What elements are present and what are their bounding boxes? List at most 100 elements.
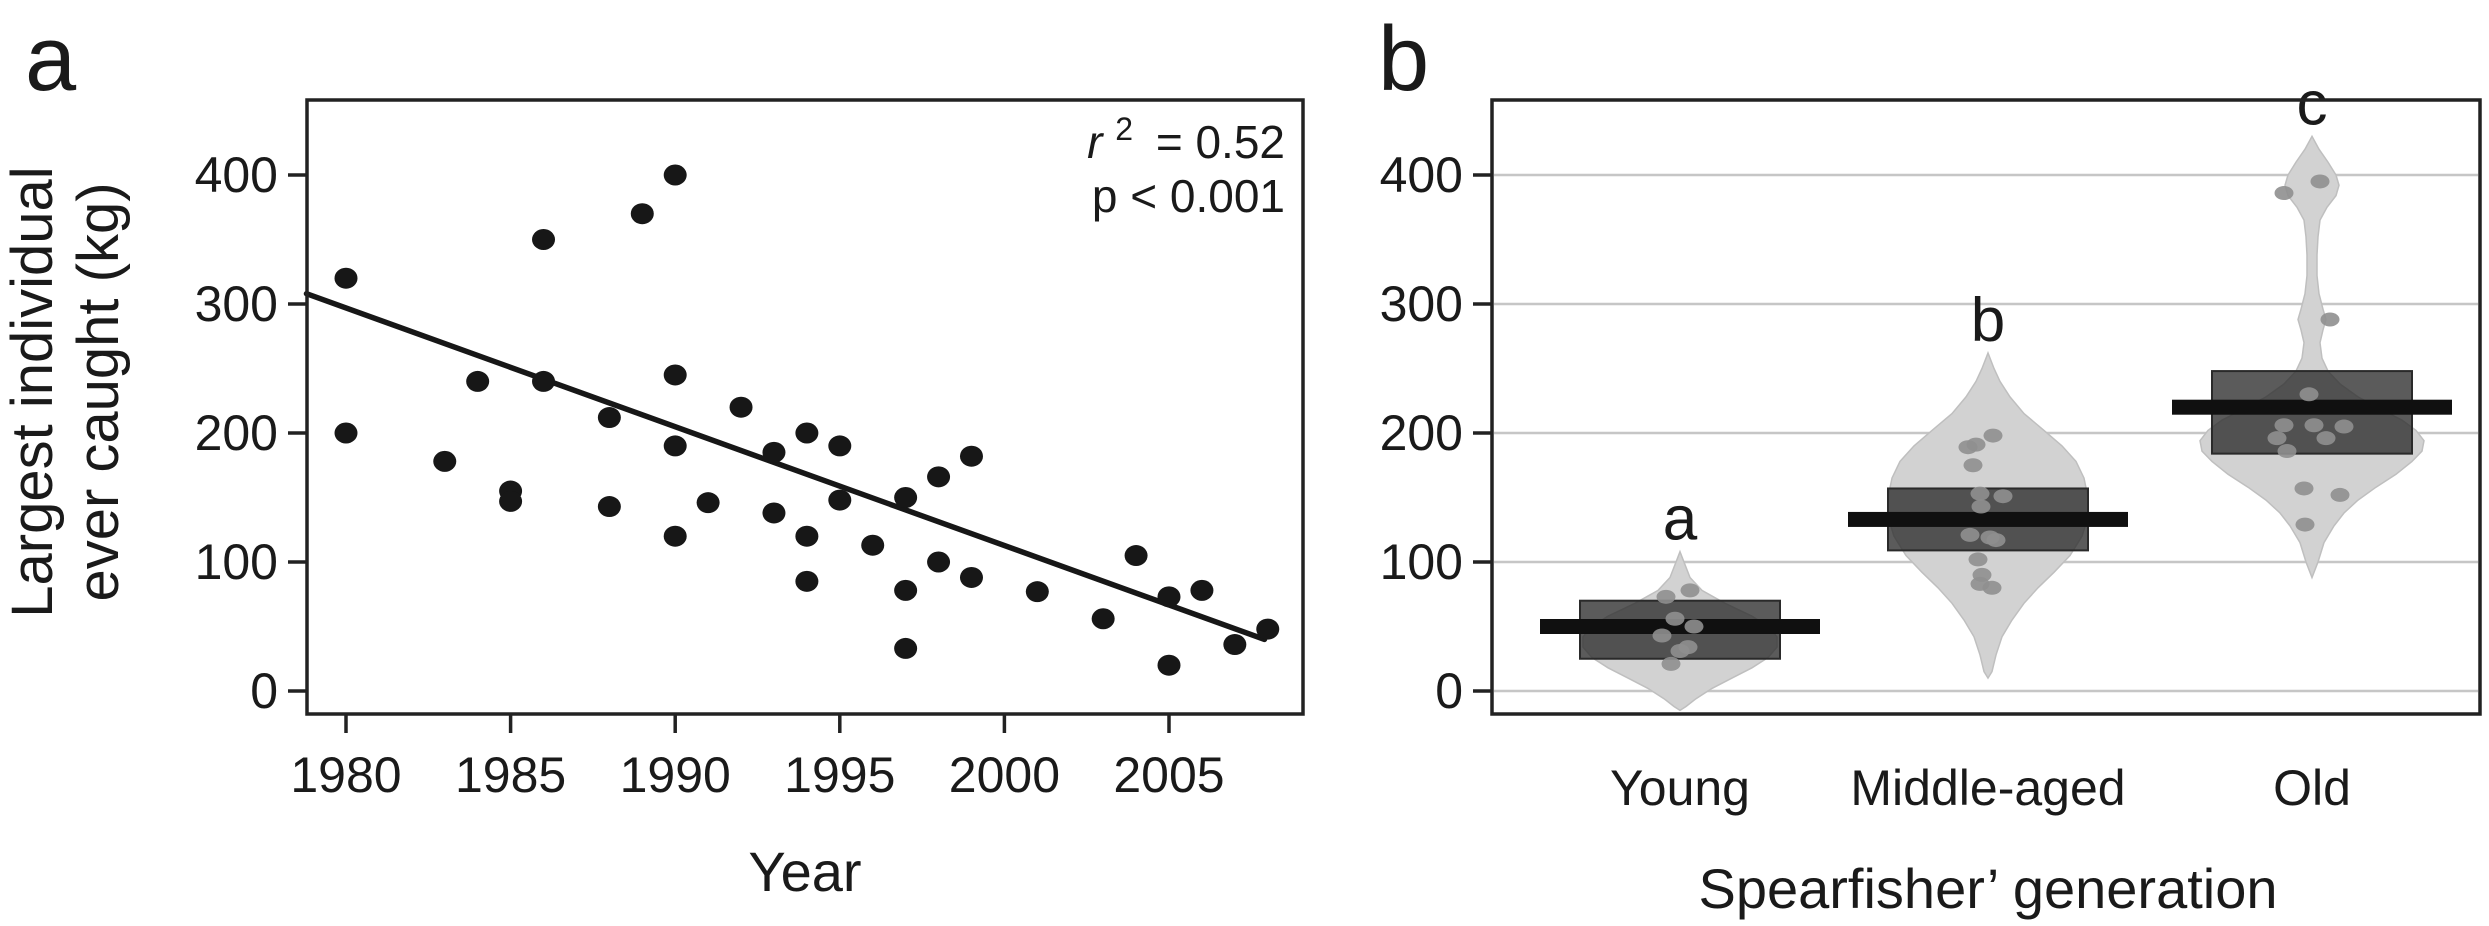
jitter-point — [2310, 174, 2330, 189]
jitter-point — [2267, 431, 2287, 446]
category-label: Middle-aged — [1850, 760, 2125, 816]
scatter-point — [927, 551, 951, 573]
scatter-point — [1091, 608, 1115, 630]
scatter-point — [828, 489, 852, 511]
jitter-point — [1982, 580, 2002, 595]
regression-line — [303, 290, 1268, 643]
panel-a-ylabel-line2: ever caught (kg) — [66, 182, 131, 601]
panel-a-x-axis: 1980 1985 1990 1995 2000 2005 — [290, 714, 1225, 803]
panel-a: 0 100 200 300 400 1980 1985 1990 1995 2000 2005 L… — [0, 98, 1305, 903]
panel-b: 0 100 200 300 400 a b c Young Middle-aged Old Sp… — [1380, 69, 2482, 920]
panel-a-annotation-p: p < 0.001 — [1092, 170, 1285, 222]
sig-letter-c: c — [2297, 69, 2328, 138]
panel-b-letter: b — [1378, 8, 1429, 110]
median-bar — [1848, 511, 2128, 527]
scatter-point — [499, 490, 523, 512]
jitter-point — [1684, 619, 1704, 634]
panel-a-plot-border — [305, 98, 1305, 716]
scatter-point — [663, 164, 687, 186]
panel-b-plot-border — [1490, 98, 2482, 716]
panel-b-jitter — [1652, 174, 2354, 671]
scatter-point — [795, 422, 819, 444]
panel-a-y-tick-label: 300 — [195, 276, 278, 332]
panel-a-x-tick-label: 2005 — [1113, 747, 1224, 803]
panel-a-x-tick-label: 1995 — [784, 747, 895, 803]
jitter-point — [2304, 418, 2324, 433]
jitter-point — [1971, 499, 1991, 514]
scatter-point — [795, 570, 819, 592]
scatter-point — [1025, 581, 1049, 603]
median-bar — [2172, 399, 2452, 415]
scatter-point — [1157, 654, 1181, 676]
scatter-point — [894, 487, 918, 508]
sig-letter-a: a — [1663, 485, 1698, 554]
jitter-point — [2334, 419, 2354, 434]
scatter-point — [466, 370, 490, 392]
panel-b-y-tick-label: 300 — [1380, 276, 1463, 332]
panel-b-medians — [1540, 399, 2452, 634]
r-exponent: 2 — [1115, 111, 1133, 147]
scatter-point — [1223, 634, 1247, 656]
panel-a-x-tick-label: 1985 — [455, 747, 566, 803]
jitter-point — [2274, 418, 2294, 433]
jitter-point — [1670, 644, 1690, 659]
r-symbol: r — [1087, 116, 1104, 168]
scatter-point — [663, 525, 687, 547]
scatter-point — [1124, 545, 1148, 567]
jitter-point — [1680, 583, 1700, 598]
scatter-point — [663, 364, 687, 386]
jitter-point — [1993, 489, 2013, 504]
panel-a-y-tick-label: 100 — [195, 534, 278, 590]
panel-a-x-tick-label: 1990 — [620, 747, 731, 803]
jitter-point — [1986, 533, 2006, 548]
scatter-point — [861, 534, 885, 556]
panel-a-y-tick-label: 400 — [195, 147, 278, 203]
scatter-point — [532, 370, 556, 392]
panel-b-y-axis: 0 100 200 300 400 — [1380, 147, 1492, 719]
scatter-point — [663, 435, 687, 457]
scatter-point — [597, 407, 621, 429]
scatter-point — [762, 502, 786, 524]
category-label: Old — [2273, 760, 2351, 816]
panel-b-y-tick-label: 100 — [1380, 534, 1463, 590]
scatter-point — [334, 422, 358, 444]
jitter-point — [2316, 431, 2336, 446]
median-bar — [1540, 619, 1820, 634]
scatter-point — [1190, 579, 1214, 601]
jitter-point — [1970, 486, 1990, 501]
scatter-point — [762, 441, 786, 463]
jitter-point — [2299, 387, 2319, 402]
scatter-point — [729, 396, 753, 418]
jitter-point — [1968, 552, 1988, 567]
jitter-point — [2274, 186, 2294, 201]
panel-a-y-tick-label: 200 — [195, 405, 278, 461]
scatter-point — [959, 566, 983, 588]
panel-a-xlabel: Year — [748, 840, 861, 903]
panel-b-y-tick-label: 0 — [1435, 663, 1463, 719]
jitter-point — [1661, 656, 1681, 671]
panel-a-letter: a — [25, 8, 77, 110]
jitter-point — [2295, 517, 2315, 532]
scatter-point — [828, 435, 852, 457]
scatter-point — [1256, 618, 1280, 640]
jitter-point — [2320, 312, 2340, 327]
jitter-point — [1958, 440, 1978, 455]
scatter-point — [894, 637, 918, 659]
scatter-point — [959, 445, 983, 467]
scatter-point — [334, 267, 358, 289]
jitter-point — [2277, 444, 2297, 459]
panel-a-y-axis: 0 100 200 300 400 — [195, 147, 307, 719]
jitter-point — [1963, 458, 1983, 473]
scatter-point — [795, 525, 819, 547]
violin-old — [2199, 134, 2425, 580]
panel-b-categories: Young Middle-aged Old — [1610, 760, 2351, 816]
jitter-point — [1960, 527, 1980, 542]
r-value: = 0.52 — [1156, 116, 1285, 168]
panel-a-x-tick-label: 1980 — [290, 747, 401, 803]
jitter-point — [2294, 481, 2314, 496]
scatter-point — [696, 492, 720, 514]
scatter-point — [597, 496, 621, 518]
scatter-point — [927, 466, 951, 488]
